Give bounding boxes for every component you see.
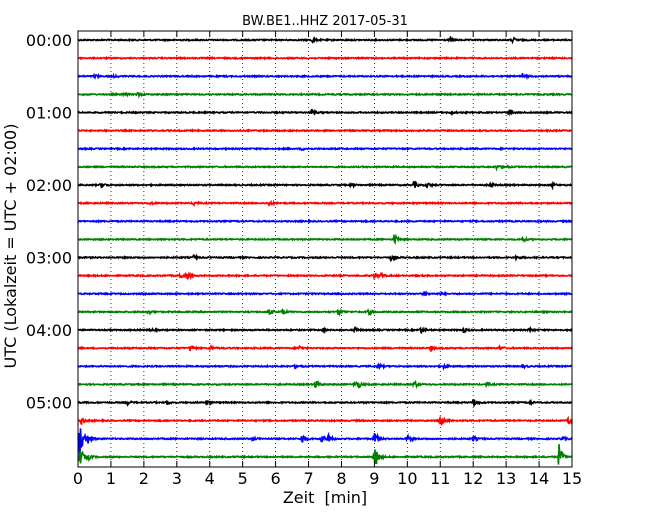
trace-18 <box>77 343 573 353</box>
trace-22 <box>77 414 573 426</box>
trace-24 <box>77 444 573 465</box>
trace-3 <box>77 72 573 81</box>
trace-6 <box>77 128 573 134</box>
x-tick-label: 3 <box>172 469 182 488</box>
y-tick-label: 01:00 <box>26 104 72 123</box>
trace-13 <box>77 253 573 263</box>
trace-20 <box>77 379 573 390</box>
trace-14 <box>77 271 573 281</box>
trace-23 <box>77 428 573 458</box>
chart-title: BW.BE1..HHZ 2017-05-31 <box>242 14 408 29</box>
x-tick-label: 14 <box>529 469 549 488</box>
trace-10 <box>77 199 573 207</box>
trace-15 <box>77 290 573 297</box>
trace-11 <box>77 218 573 224</box>
y-tick-label: 02:00 <box>26 176 72 195</box>
trace-17 <box>77 325 573 335</box>
y-tick-label: 05:00 <box>26 394 72 413</box>
seismogram-traces <box>77 35 573 465</box>
y-tick-label: 04:00 <box>26 321 72 340</box>
x-tick-label: 9 <box>369 469 379 488</box>
trace-4 <box>77 91 573 99</box>
x-tick-label: 13 <box>496 469 516 488</box>
trace-2 <box>77 55 573 61</box>
x-tick-label: 7 <box>303 469 313 488</box>
y-axis-label: UTC (Lokalzeit = UTC + 02:00) <box>1 124 20 369</box>
vertical-gridlines <box>110 31 540 467</box>
x-tick-label: 4 <box>205 469 215 488</box>
x-tick-label: 5 <box>238 469 248 488</box>
x-tick-label: 6 <box>271 469 281 488</box>
x-tick-labels: 0 1 2 3 4 5 6 7 8 9 10 11 12 13 14 15 <box>73 469 582 488</box>
y-tick-label: 03:00 <box>26 249 72 268</box>
trace-21 <box>77 398 573 408</box>
trace-1 <box>77 35 573 45</box>
x-tick-label: 8 <box>336 469 346 488</box>
plot-frame <box>77 30 573 468</box>
trace-19 <box>77 362 573 371</box>
x-tick-label: 15 <box>562 469 582 488</box>
x-tick-label: 2 <box>139 469 149 488</box>
x-tick-label: 1 <box>106 469 116 488</box>
x-tick-label: 0 <box>73 469 83 488</box>
trace-12 <box>77 233 573 246</box>
y-tick-label: 00:00 <box>26 31 72 50</box>
y-tick-labels: 00:00 01:00 02:00 03:00 04:00 05:00 <box>26 31 72 413</box>
trace-16 <box>77 307 573 318</box>
trace-8 <box>77 164 573 172</box>
trace-5 <box>77 108 573 117</box>
x-tick-label: 12 <box>463 469 483 488</box>
trace-7 <box>77 146 573 152</box>
axis-ticks <box>77 31 573 467</box>
x-axis-label: Zeit [min] <box>283 488 367 507</box>
trace-9 <box>77 180 573 191</box>
x-tick-label: 11 <box>430 469 450 488</box>
x-tick-label: 10 <box>397 469 417 488</box>
